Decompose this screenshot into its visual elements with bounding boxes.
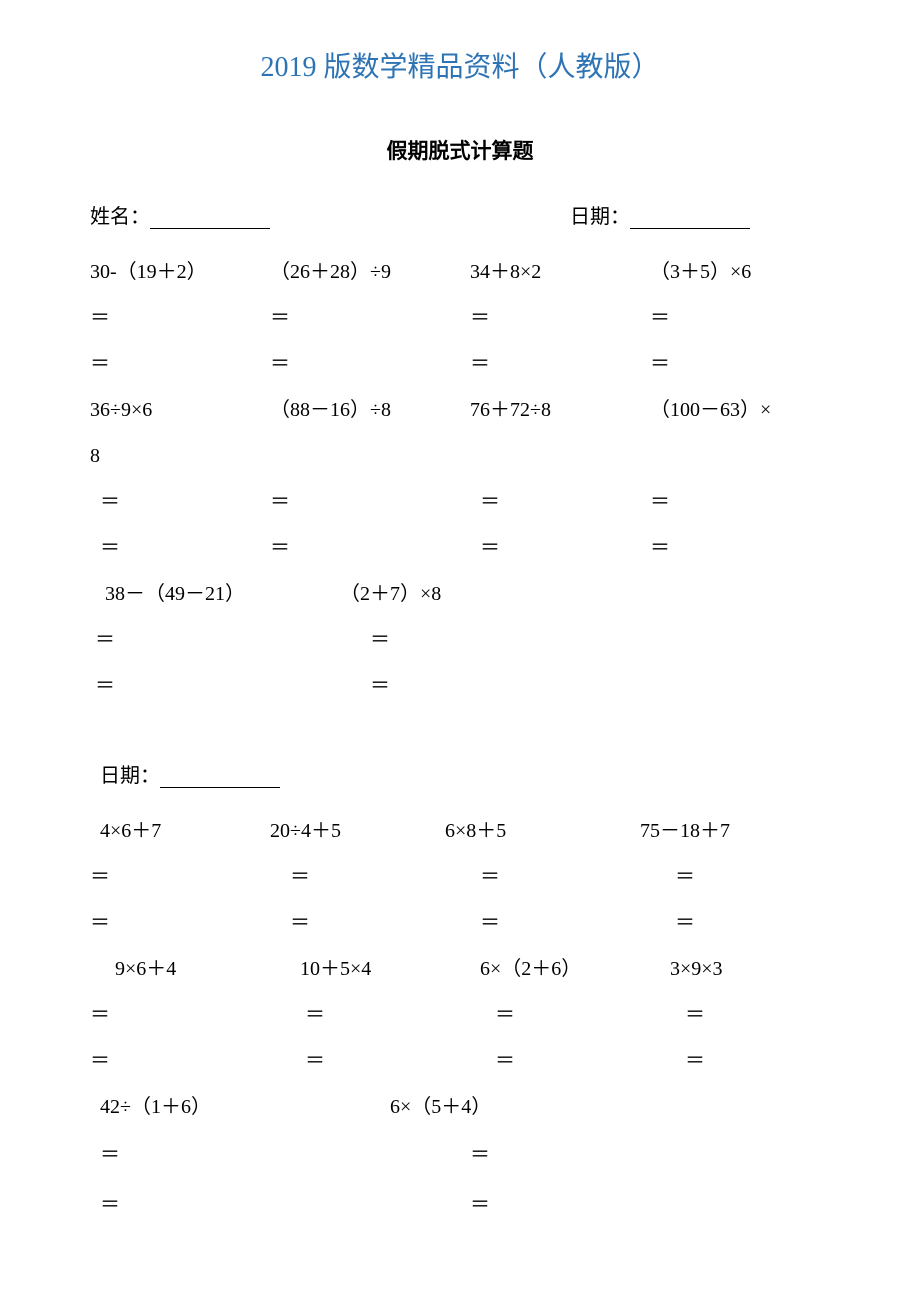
eq-cell: ＝	[370, 663, 620, 709]
eq-cell: ＝	[480, 525, 650, 571]
eq-cell: ＝	[480, 900, 675, 946]
eq-cell: ＝	[90, 663, 370, 709]
eq-cell: ＝	[650, 479, 820, 525]
eq-cell: ＝	[650, 525, 820, 571]
date-underline-2	[160, 770, 280, 788]
s2-problem-3-1: 42÷（1＋6）	[90, 1084, 390, 1130]
equals-row-3b: ＝ ＝	[90, 663, 830, 709]
date-field-2: 日期：	[90, 759, 830, 788]
eq-cell: ＝	[305, 1038, 495, 1084]
eq-cell: ＝	[495, 1038, 685, 1084]
problem-row-2: 36÷9×6 （88－16）÷8 76＋72÷8 （100－63）×	[90, 387, 830, 433]
eq-cell: ＝	[480, 854, 675, 900]
eq-cell: ＝	[90, 854, 290, 900]
eq-cell: ＝	[650, 295, 830, 341]
eq-cell: ＝	[290, 900, 480, 946]
eq-cell: ＝	[90, 295, 270, 341]
problem-2-3: 76＋72÷8	[470, 387, 650, 433]
s2-equals-row-1b: ＝ ＝ ＝ ＝	[90, 900, 830, 946]
problem-1-3: 34＋8×2	[470, 249, 650, 295]
s2-problem-1-1: 4×6＋7	[90, 808, 270, 854]
name-underline	[150, 211, 270, 229]
name-field: 姓名：	[90, 200, 270, 229]
equals-row-2a: ＝ ＝ ＝ ＝	[90, 479, 830, 525]
name-label: 姓名：	[90, 206, 150, 228]
equals-row-2b: ＝ ＝ ＝ ＝	[90, 525, 830, 571]
eq-cell: ＝	[370, 617, 620, 663]
s2-problem-2-4: 3×9×3	[670, 946, 820, 992]
eq-cell: ＝	[290, 854, 480, 900]
date-label-2: 日期：	[100, 765, 160, 787]
eq-cell: ＝	[270, 341, 470, 387]
s2-problem-1-4: 75－18＋7	[640, 808, 820, 854]
eq-cell: ＝	[90, 525, 270, 571]
date-underline	[630, 211, 750, 229]
eq-cell: ＝	[90, 1180, 470, 1230]
equals-row-1b: ＝ ＝ ＝ ＝	[90, 341, 830, 387]
date-label: 日期：	[570, 206, 630, 228]
s2-problem-2-3: 6×（2＋6）	[480, 946, 670, 992]
eq-cell: ＝	[90, 479, 270, 525]
eq-cell: ＝	[675, 854, 825, 900]
s2-problem-2-2: 10＋5×4	[300, 946, 480, 992]
eq-cell: ＝	[480, 479, 650, 525]
equals-row-3a: ＝ ＝	[90, 617, 830, 663]
eq-cell: ＝	[470, 341, 650, 387]
eq-cell: ＝	[270, 479, 480, 525]
s2-problem-1-3: 6×8＋5	[445, 808, 640, 854]
wrapped-8: 8	[90, 433, 830, 479]
eq-cell: ＝	[650, 341, 830, 387]
eq-cell: ＝	[270, 525, 480, 571]
problem-1-4: （3＋5）×6	[650, 249, 830, 295]
eq-cell: ＝	[90, 617, 370, 663]
s2-equals-row-3a: ＝ ＝	[90, 1130, 830, 1180]
eq-cell: ＝	[90, 1130, 470, 1180]
equals-row-1a: ＝ ＝ ＝ ＝	[90, 295, 830, 341]
s2-equals-row-2b: ＝ ＝ ＝ ＝	[90, 1038, 830, 1084]
eq-cell: ＝	[90, 341, 270, 387]
eq-cell: ＝	[470, 1180, 720, 1230]
problem-2-1: 36÷9×6	[90, 387, 270, 433]
problem-row-1: 30-（19＋2） （26＋28）÷9 34＋8×2 （3＋5）×6	[90, 249, 830, 295]
problem-3-1: 38－（49－21）	[90, 571, 340, 617]
eq-cell: ＝	[675, 900, 825, 946]
problem-1-2: （26＋28）÷9	[270, 249, 470, 295]
eq-cell: ＝	[685, 992, 835, 1038]
eq-cell: ＝	[90, 1038, 305, 1084]
s2-equals-row-3b: ＝ ＝	[90, 1180, 830, 1230]
problem-2-4: （100－63）×	[650, 387, 830, 433]
info-row: 姓名： 日期：	[90, 200, 830, 229]
eq-cell: ＝	[470, 1130, 720, 1180]
s2-equals-row-2a: ＝ ＝ ＝ ＝	[90, 992, 830, 1038]
problem-2-2: （88－16）÷8	[270, 387, 470, 433]
s2-problem-3-2: 6×（5＋4）	[390, 1084, 640, 1130]
s2-problem-2-1: 9×6＋4	[90, 946, 300, 992]
eq-cell: ＝	[470, 295, 650, 341]
document-header: 2019 版数学精品资料（人教版）	[90, 45, 830, 85]
s2-problem-row-1: 4×6＋7 20÷4＋5 6×8＋5 75－18＋7	[90, 808, 830, 854]
eq-cell: ＝	[685, 1038, 835, 1084]
problem-row-3: 38－（49－21） （2＋7）×8	[90, 571, 830, 617]
problem-3-2: （2＋7）×8	[340, 571, 590, 617]
s2-problem-row-3: 42÷（1＋6） 6×（5＋4）	[90, 1084, 830, 1130]
s2-problem-1-2: 20÷4＋5	[270, 808, 445, 854]
eq-cell: ＝	[90, 900, 290, 946]
s2-problem-row-2: 9×6＋4 10＋5×4 6×（2＋6） 3×9×3	[90, 946, 830, 992]
document-subtitle: 假期脱式计算题	[90, 135, 830, 165]
eq-cell: ＝	[90, 992, 305, 1038]
eq-cell: ＝	[270, 295, 470, 341]
s2-equals-row-1a: ＝ ＝ ＝ ＝	[90, 854, 830, 900]
eq-cell: ＝	[305, 992, 495, 1038]
eq-cell: ＝	[495, 992, 685, 1038]
date-field: 日期：	[570, 200, 750, 229]
problem-1-1: 30-（19＋2）	[90, 249, 270, 295]
